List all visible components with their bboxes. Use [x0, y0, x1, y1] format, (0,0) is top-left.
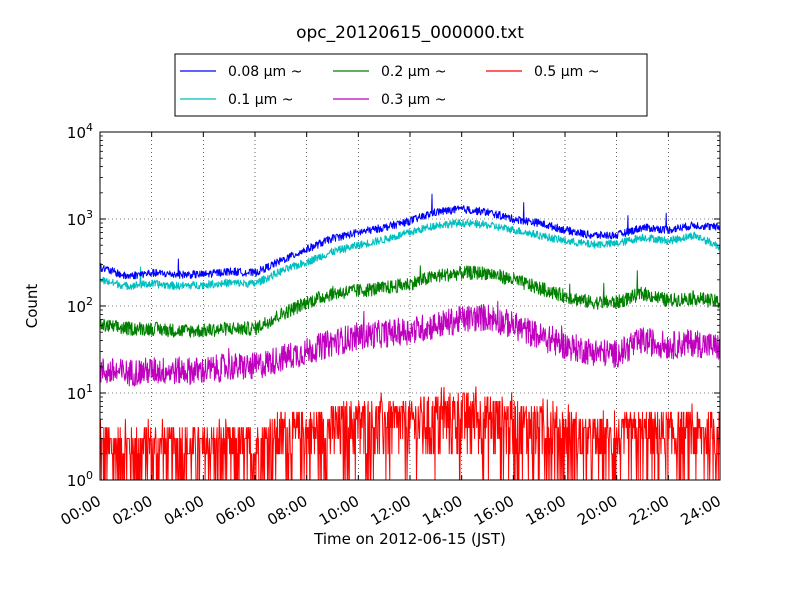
series-line	[100, 193, 720, 280]
series-line	[100, 386, 720, 480]
y-axis-label: Count	[23, 284, 41, 329]
chart-title: opc_20120615_000000.txt	[296, 23, 524, 43]
legend-label: 0.2 μm ~	[381, 64, 446, 80]
legend: 0.08 μm ~ 0.1 μm ~ 0.2 μm ~ 0.3 μm ~ 0.5 μm …	[174, 53, 648, 117]
legend-label: 0.08 μm ~	[228, 64, 302, 80]
series-group	[100, 193, 720, 480]
ticks	[99, 131, 721, 481]
y-tick-label: 104	[67, 121, 93, 142]
y-tick-label: 101	[67, 382, 93, 403]
series-line	[100, 300, 720, 387]
x-axis-label: Time on 2012-06-15 (JST)	[313, 530, 506, 548]
y-tick-label: 102	[67, 295, 93, 316]
legend-label: 0.1 μm ~	[228, 92, 293, 108]
y-tick-labels: 100 101 102 103 104	[67, 121, 93, 490]
legend-label: 0.3 μm ~	[381, 92, 446, 108]
y-tick-label: 103	[67, 208, 93, 229]
legend-box	[174, 53, 648, 117]
y-tick-label: 100	[67, 469, 93, 490]
series-line	[100, 218, 720, 291]
legend-label: 0.5 μm ~	[534, 64, 599, 80]
series-line	[100, 265, 720, 338]
